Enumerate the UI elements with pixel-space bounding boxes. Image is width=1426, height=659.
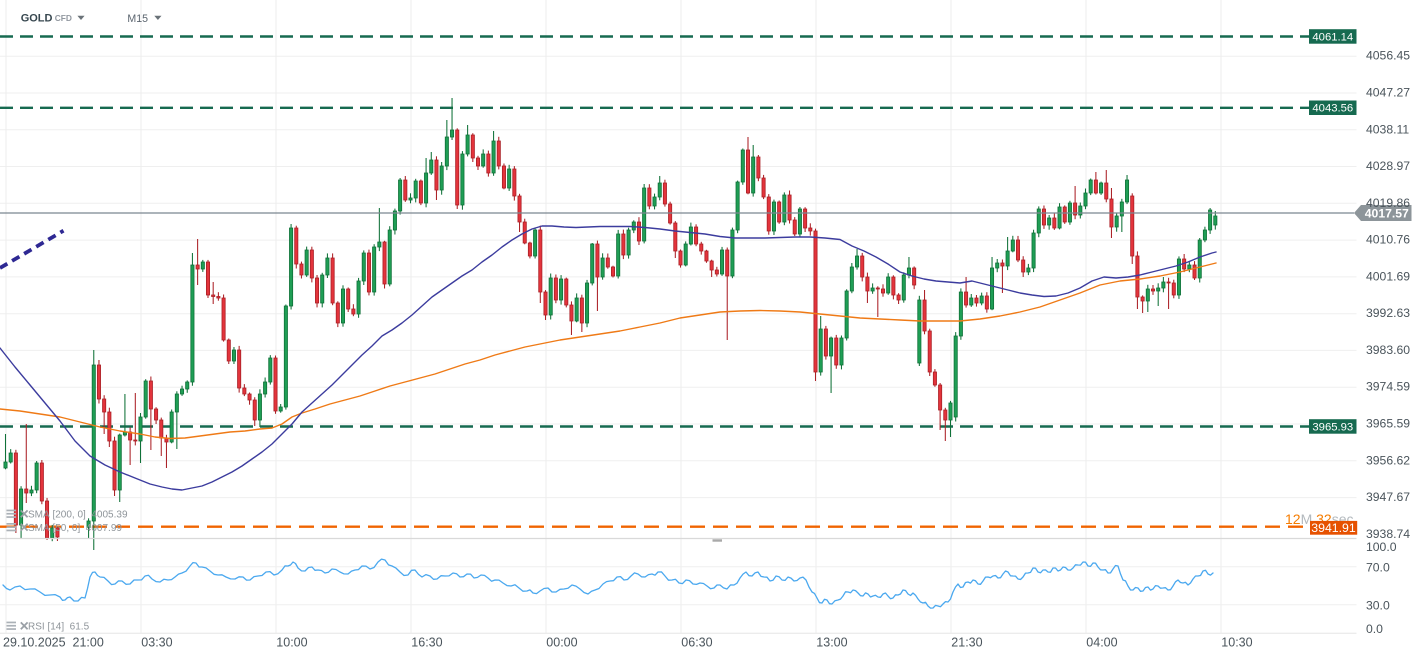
svg-text:SMA [200, 0] 4005.39: SMA [200, 0] 4005.39 (28, 510, 128, 521)
svg-text:30.0: 30.0 (1366, 599, 1390, 613)
svg-text:10:00: 10:00 (276, 636, 307, 650)
svg-text:10:30: 10:30 (1221, 636, 1252, 650)
svg-text:21:30: 21:30 (951, 636, 982, 650)
svg-text:SMA [50, 0] 4007.99: SMA [50, 0] 4007.99 (28, 523, 122, 534)
svg-text:4017.57: 4017.57 (1365, 206, 1409, 220)
svg-text:3974.59: 3974.59 (1366, 380, 1410, 394)
svg-text:4001.69: 4001.69 (1366, 269, 1410, 283)
svg-text:00:00: 00:00 (546, 636, 577, 650)
svg-text:4043.56: 4043.56 (1312, 103, 1353, 115)
svg-text:04:00: 04:00 (1086, 636, 1117, 650)
svg-text:4047.27: 4047.27 (1366, 86, 1410, 100)
svg-text:3941.91: 3941.91 (1311, 521, 1356, 535)
svg-text:M15: M15 (127, 13, 148, 25)
svg-text:100.0: 100.0 (1366, 540, 1397, 554)
svg-text:RSI [14] 61.5: RSI [14] 61.5 (28, 622, 90, 633)
svg-text:4010.76: 4010.76 (1366, 233, 1410, 247)
svg-text:3983.60: 3983.60 (1366, 343, 1410, 357)
svg-text:GOLD: GOLD (21, 13, 53, 25)
svg-text:CFD: CFD (55, 13, 72, 23)
svg-text:03:30: 03:30 (141, 636, 172, 650)
svg-text:70.0: 70.0 (1366, 560, 1390, 574)
svg-text:4028.97: 4028.97 (1366, 159, 1410, 173)
svg-text:3992.63: 3992.63 (1366, 306, 1410, 320)
svg-text:4038.11: 4038.11 (1366, 122, 1409, 136)
svg-text:3965.93: 3965.93 (1312, 421, 1353, 433)
svg-text:4061.14: 4061.14 (1312, 31, 1353, 43)
svg-text:0.0: 0.0 (1366, 622, 1383, 636)
svg-text:3956.62: 3956.62 (1366, 453, 1410, 467)
svg-text:16:30: 16:30 (411, 636, 442, 650)
svg-text:06:30: 06:30 (681, 636, 712, 650)
svg-text:29.10.2025 21:00: 29.10.2025 21:00 (3, 636, 104, 650)
svg-text:13:00: 13:00 (816, 636, 847, 650)
svg-text:3938.74: 3938.74 (1366, 527, 1410, 541)
svg-text:3947.67: 3947.67 (1366, 490, 1410, 504)
svg-text:3965.59: 3965.59 (1366, 417, 1410, 431)
svg-text:4056.45: 4056.45 (1366, 49, 1410, 63)
svg-text:4019.86: 4019.86 (1366, 196, 1410, 210)
